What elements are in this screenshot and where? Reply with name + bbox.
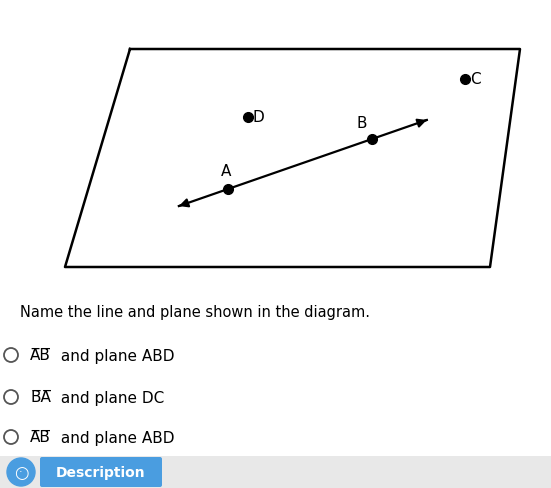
FancyBboxPatch shape <box>0 456 551 488</box>
Text: ○: ○ <box>14 463 28 481</box>
Text: and plane ABD: and plane ABD <box>56 348 175 363</box>
Text: A̅B̅: A̅B̅ <box>30 429 51 445</box>
Text: and plane DC: and plane DC <box>56 390 164 405</box>
Text: Description: Description <box>56 465 146 479</box>
FancyBboxPatch shape <box>40 457 162 487</box>
Text: A̅B̅: A̅B̅ <box>30 348 51 363</box>
Text: D: D <box>252 110 264 125</box>
Text: B̅A̅: B̅A̅ <box>30 390 51 405</box>
Text: A: A <box>221 164 231 179</box>
Text: B: B <box>356 116 368 131</box>
Circle shape <box>7 458 35 486</box>
Text: ·: · <box>19 467 23 476</box>
Text: C: C <box>469 72 480 87</box>
Text: Name the line and plane shown in the diagram.: Name the line and plane shown in the dia… <box>20 305 370 319</box>
Text: and plane ABD: and plane ABD <box>56 429 175 445</box>
